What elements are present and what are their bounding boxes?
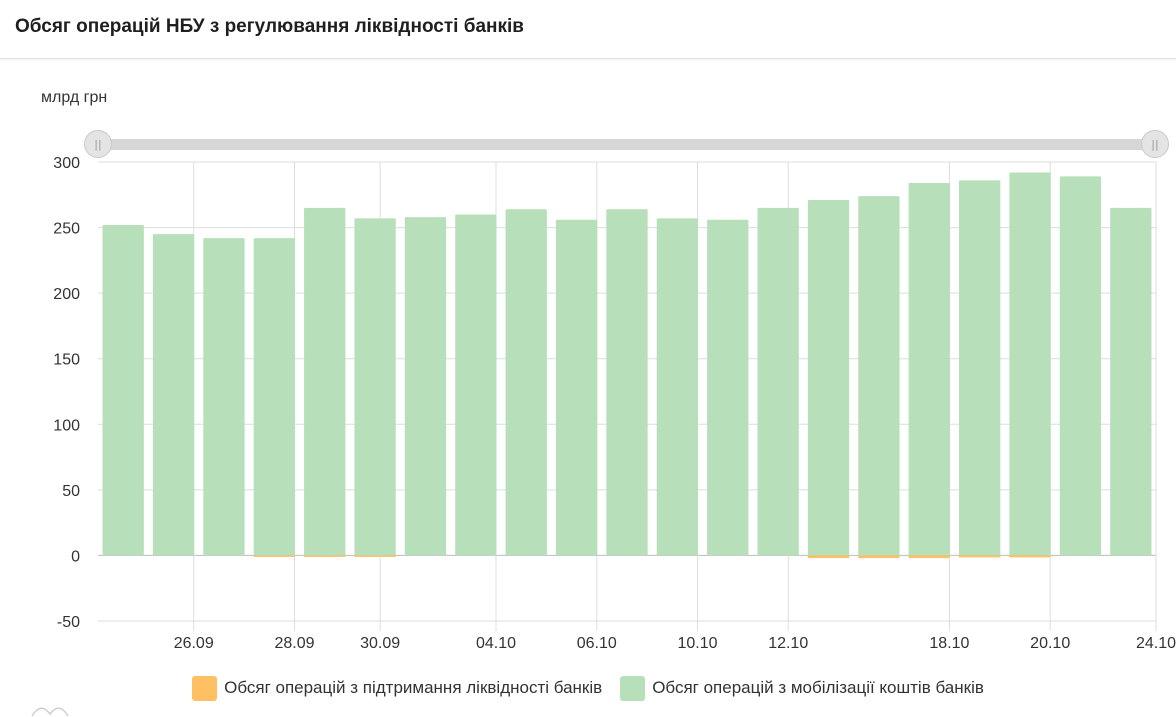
range-slider-right-handle[interactable]: || <box>1141 130 1169 158</box>
x-tick-label: 24.10 <box>1136 635 1176 652</box>
x-tick-label: 06.10 <box>577 635 617 652</box>
legend-label-support: Обсяг операцій з підтримання ліквідності… <box>224 678 603 697</box>
chart-legend: Обсяг операцій з підтримання ліквідності… <box>0 674 1176 702</box>
bar-mobilization <box>757 207 799 556</box>
legend-item-support[interactable]: Обсяг операцій з підтримання ліквідності… <box>192 675 603 701</box>
grip-icon: || <box>94 137 102 151</box>
bar-mobilization <box>1009 172 1051 556</box>
legend-swatch-support <box>192 675 218 701</box>
bar-mobilization <box>253 238 295 556</box>
bar-mobilization <box>606 209 648 556</box>
range-slider-left-handle[interactable]: || <box>84 130 112 158</box>
y-tick-label: 50 <box>62 483 80 500</box>
x-tick-label: 12.10 <box>768 635 808 652</box>
range-slider-track[interactable] <box>98 139 1156 150</box>
bar-mobilization <box>102 224 144 556</box>
logo-icon <box>31 707 69 717</box>
x-tick-label: 28.09 <box>274 635 314 652</box>
x-tick-label: 04.10 <box>476 635 516 652</box>
bar-mobilization <box>404 217 447 556</box>
bar-support <box>807 555 850 559</box>
bar-support <box>858 555 900 559</box>
bar-mobilization <box>656 218 699 556</box>
x-tick-label: 26.09 <box>174 635 214 652</box>
legend-swatch-mobilization <box>620 675 646 701</box>
bar-support <box>908 555 950 559</box>
y-tick-label: 150 <box>53 352 80 369</box>
y-tick-label: 250 <box>53 221 80 238</box>
x-tick-label: 20.10 <box>1030 635 1070 652</box>
bar-mobilization <box>203 238 245 556</box>
y-tick-label: 300 <box>53 155 80 172</box>
bar-mobilization <box>304 207 346 556</box>
bar-support <box>304 555 346 557</box>
legend-item-mobilization[interactable]: Обсяг операцій з мобілізації коштів банк… <box>620 675 984 701</box>
y-tick-label: -50 <box>57 614 80 631</box>
grip-icon: || <box>1151 137 1159 151</box>
bar-mobilization <box>505 209 547 556</box>
x-tick-label: 30.09 <box>360 635 400 652</box>
bar-mobilization <box>555 219 598 556</box>
y-tick-label: 200 <box>53 286 80 303</box>
bar-mobilization <box>807 200 850 556</box>
chart-title: Обсяг операцій НБУ з регулювання ліквідн… <box>15 16 524 37</box>
bar-support <box>354 555 396 557</box>
chart-header: Обсяг операцій НБУ з регулювання ліквідн… <box>0 0 1176 59</box>
bar-mobilization <box>354 218 396 556</box>
bar-mobilization <box>858 196 900 556</box>
y-tick-label: 100 <box>53 417 80 434</box>
legend-label-mobilization: Обсяг операцій з мобілізації коштів банк… <box>652 678 984 697</box>
bar-support <box>253 555 295 557</box>
y-axis-unit-label: млрд грн <box>41 89 108 106</box>
bar-support <box>1009 555 1051 558</box>
bar-mobilization <box>1110 207 1152 556</box>
bar-mobilization <box>707 219 749 556</box>
bar-mobilization <box>1059 176 1102 556</box>
bar-mobilization <box>908 182 950 556</box>
bar-mobilization <box>152 234 195 556</box>
x-tick-label: 18.10 <box>929 635 969 652</box>
y-tick-label: 0 <box>71 548 80 565</box>
bar-mobilization <box>455 214 497 556</box>
bar-support <box>959 555 1001 558</box>
bar-mobilization <box>959 180 1001 556</box>
x-tick-label: 10.10 <box>678 635 718 652</box>
